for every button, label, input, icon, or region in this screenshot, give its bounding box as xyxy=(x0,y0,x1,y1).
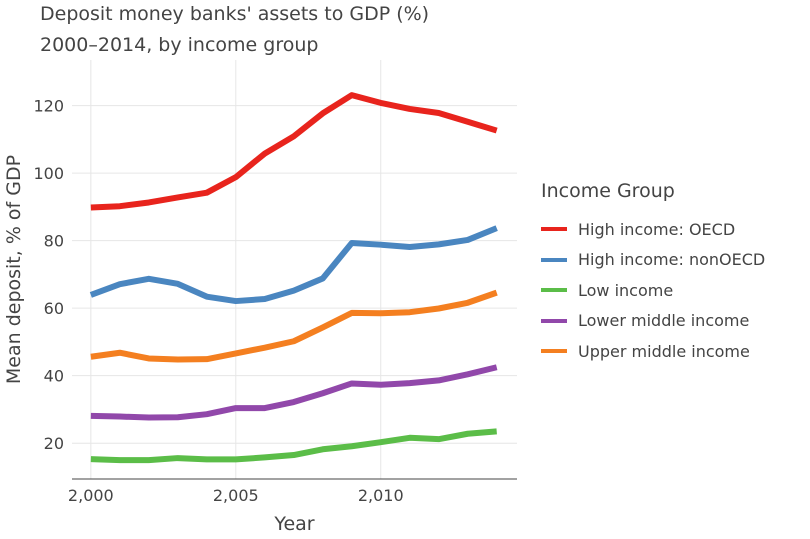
legend-item[interactable]: Low income xyxy=(541,275,765,306)
series-line-low-income xyxy=(90,428,497,464)
legend-label: Upper middle income xyxy=(578,341,750,361)
legend-swatch xyxy=(541,318,567,323)
legend: Income Group High income: OECD High incom… xyxy=(541,180,765,367)
legend-swatch xyxy=(541,288,567,293)
series-line-lower-middle-income xyxy=(90,364,498,421)
x-tick-label: 2,000 xyxy=(68,486,114,505)
y-tick-label: 40 xyxy=(44,367,64,386)
legend-label: High income: nonOECD xyxy=(578,250,766,270)
legend-item[interactable]: Upper middle income xyxy=(541,336,765,367)
y-axis-label: Mean deposit, % of GDP xyxy=(3,155,25,384)
legend-swatch xyxy=(541,227,567,232)
legend-item[interactable]: High income: nonOECD xyxy=(541,245,765,276)
x-tick-label: 2,010 xyxy=(358,486,404,505)
y-tick-label: 120 xyxy=(33,97,64,116)
y-tick-label: 80 xyxy=(44,232,64,251)
y-tick-label: 100 xyxy=(33,164,64,183)
series-line-high-income-nonoecd xyxy=(89,225,498,305)
legend-swatch xyxy=(541,349,567,354)
x-axis-label: Year xyxy=(273,513,314,535)
y-tick-label: 60 xyxy=(44,299,64,318)
legend-item[interactable]: Lower middle income xyxy=(541,306,765,337)
chart-subtitle: 2000–2014, by income group xyxy=(40,34,319,56)
x-tick-label: 2,005 xyxy=(213,486,259,505)
legend-label: Lower middle income xyxy=(578,311,750,331)
legend-title: Income Group xyxy=(541,180,675,202)
chart-title: Deposit money banks' assets to GDP (%) xyxy=(40,3,430,25)
legend-item[interactable]: High income: OECD xyxy=(541,214,765,245)
legend-label: High income: OECD xyxy=(578,219,736,239)
series-line-upper-middle-income xyxy=(90,289,498,363)
y-tick-label: 20 xyxy=(44,434,64,453)
series-line-high-income-oecd xyxy=(90,92,498,211)
legend-swatch xyxy=(541,257,567,262)
legend-label: Low income xyxy=(578,280,674,300)
